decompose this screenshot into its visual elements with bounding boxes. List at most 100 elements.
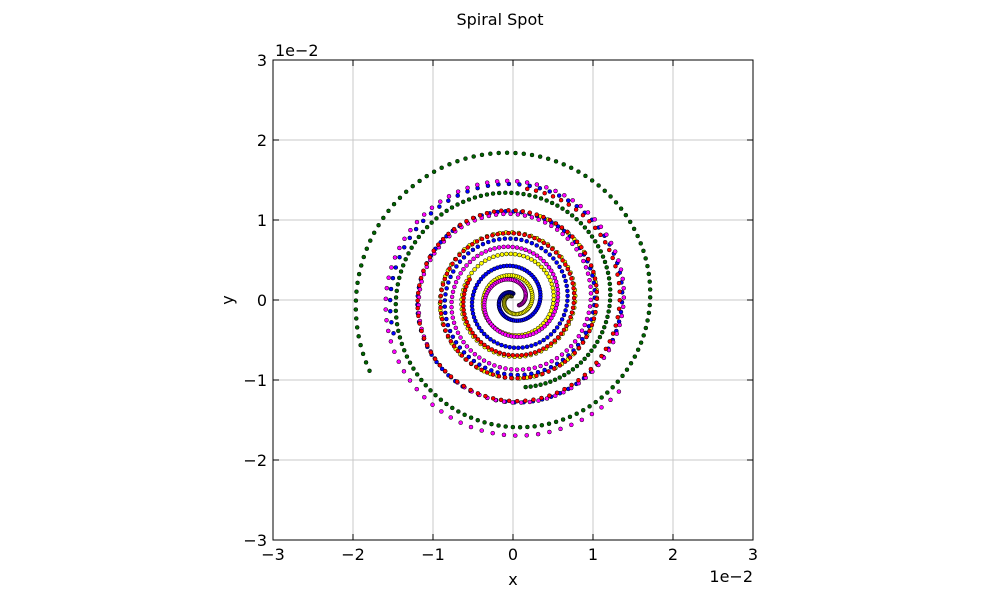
data-point <box>363 360 369 365</box>
data-point <box>523 384 528 390</box>
data-point <box>448 415 453 420</box>
data-point <box>496 190 502 196</box>
data-point <box>522 232 527 238</box>
data-point <box>516 345 521 351</box>
data-point <box>414 386 420 392</box>
data-point <box>562 359 568 364</box>
data-point <box>557 321 563 326</box>
data-point <box>647 287 653 292</box>
data-point <box>466 251 471 256</box>
data-point <box>602 324 607 330</box>
data-point <box>444 271 450 276</box>
data-point <box>615 379 621 384</box>
data-point <box>401 369 407 374</box>
data-point <box>446 280 451 285</box>
data-point <box>439 165 444 171</box>
x-offset-label: 1e−2 <box>709 567 753 586</box>
data-point <box>615 272 620 277</box>
data-point <box>444 286 449 291</box>
data-point <box>566 370 571 375</box>
data-point <box>461 255 467 260</box>
data-point <box>391 331 396 336</box>
data-point <box>461 291 467 297</box>
data-point <box>570 198 575 203</box>
data-point <box>589 234 595 239</box>
data-point <box>520 345 525 350</box>
data-point <box>541 267 547 273</box>
data-point <box>442 298 448 303</box>
data-point <box>598 224 604 230</box>
data-point <box>438 311 444 316</box>
y-tick-label: −3 <box>243 531 267 550</box>
data-point <box>354 316 359 321</box>
data-point <box>520 209 526 214</box>
data-point <box>589 348 594 353</box>
data-point <box>419 279 424 284</box>
data-point <box>515 212 521 217</box>
data-point <box>464 357 469 362</box>
data-point <box>527 234 532 239</box>
data-point <box>495 341 500 346</box>
data-point <box>455 275 461 280</box>
data-point <box>424 261 429 267</box>
data-point <box>579 245 584 250</box>
data-point <box>608 292 613 298</box>
data-point <box>452 284 457 290</box>
data-point <box>495 253 500 258</box>
data-point <box>402 236 407 242</box>
data-point <box>449 304 454 310</box>
data-point <box>446 194 452 199</box>
data-point <box>490 372 496 377</box>
data-point <box>583 173 588 179</box>
data-point <box>523 398 528 403</box>
data-point <box>592 344 597 349</box>
data-point <box>499 208 504 213</box>
data-point <box>449 310 455 315</box>
data-point <box>558 331 564 336</box>
data-point <box>529 152 535 158</box>
data-point <box>439 409 444 414</box>
data-point <box>589 322 595 328</box>
data-point <box>524 344 530 350</box>
data-point <box>469 270 474 276</box>
data-point <box>455 193 460 198</box>
data-point <box>543 249 548 254</box>
data-point <box>585 210 591 215</box>
data-point <box>576 333 582 339</box>
data-point <box>514 179 520 184</box>
data-point <box>604 232 609 237</box>
data-point <box>607 303 612 309</box>
data-point <box>533 194 538 199</box>
data-point <box>568 343 574 349</box>
data-point <box>597 334 603 340</box>
data-point <box>624 367 630 372</box>
data-point <box>501 244 506 250</box>
data-point <box>557 363 563 368</box>
data-point <box>571 290 577 296</box>
data-point <box>403 189 409 195</box>
data-point <box>551 293 556 298</box>
data-point <box>484 370 490 375</box>
data-point <box>583 265 589 270</box>
data-point <box>529 257 534 262</box>
data-point <box>447 328 453 334</box>
data-point <box>478 193 484 199</box>
data-point <box>593 309 598 315</box>
data-point <box>489 421 494 427</box>
data-point <box>529 240 535 246</box>
data-point <box>383 296 389 302</box>
data-point <box>413 226 419 232</box>
data-point <box>545 243 551 248</box>
x-axis-label: x <box>508 570 517 589</box>
data-point <box>446 198 451 203</box>
data-point <box>565 293 570 299</box>
data-point <box>645 263 650 269</box>
data-point <box>586 256 591 262</box>
data-point <box>548 278 553 283</box>
data-point <box>439 287 444 293</box>
data-point <box>517 424 523 430</box>
data-point <box>439 366 445 372</box>
data-point <box>477 362 482 367</box>
data-point <box>404 354 410 359</box>
data-point <box>482 342 487 348</box>
